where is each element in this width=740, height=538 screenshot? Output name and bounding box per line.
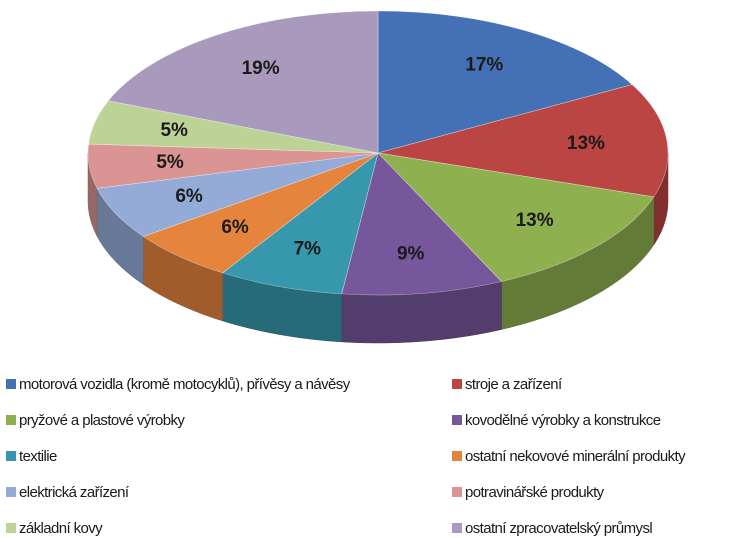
pie-plot-area: 17% 13% 13% 9% 7% 6% 6% 5% 5% 19%: [87, 10, 669, 344]
legend-label: textilie: [19, 447, 57, 465]
legend: motorová vozidla (kromě motocyklů), přív…: [0, 370, 740, 537]
legend-item-pryzove-a-plastove-vyrobky: pryžové a plastové výrobky: [6, 410, 185, 430]
legend-label: základní kovy: [19, 519, 103, 537]
legend-label: elektrická zařízení: [19, 483, 129, 501]
legend-label: ostatní nekovové minerální produkty: [465, 447, 686, 465]
legend-item-textilie: textilie: [6, 446, 57, 466]
pie-slice-motorova-vozidla-krome-motocyklu-privesy-a-navesy: [377, 10, 633, 154]
legend-swatch: [6, 379, 16, 389]
data-label-potravinarske-produkty: 5%: [156, 152, 184, 173]
legend-swatch: [452, 415, 462, 425]
pie-slice-kovodelne-vyrobky-a-konstrukce: [341, 152, 503, 296]
pie-slice-pryzove-a-plastove-vyrobky: [377, 152, 655, 282]
legend-swatch: [452, 451, 462, 461]
data-label-motorova-vozidla-krome-motocyklu-privesy-a-navesy: 17%: [465, 55, 503, 76]
legend-item-motorova-vozidla-krome-motocyklu-privesy-a-navesy: motorová vozidla (kromě motocyklů), přív…: [6, 374, 350, 394]
legend-label: motorová vozidla (kromě motocyklů), přív…: [19, 375, 350, 393]
legend-swatch: [6, 487, 16, 497]
legend-item-elektricka-zarizeni: elektrická zařízení: [6, 482, 129, 502]
legend-item-ostatni-nekovove-mineralni-produkty: ostatní nekovové minerální produkty: [452, 446, 686, 466]
legend-item-ostatni-zpracovatelsky-prumysl: ostatní zpracovatelský průmysl: [452, 518, 653, 538]
legend-label: pryžové a plastové výrobky: [19, 411, 185, 429]
legend-item-potravinarske-produkty: potravinářské produkty: [452, 482, 604, 502]
legend-label: potravinářské produkty: [465, 483, 604, 501]
legend-label: ostatní zpracovatelský průmysl: [465, 519, 653, 537]
data-label-zakladni-kovy: 5%: [160, 120, 188, 141]
data-label-stroje-a-zarizeni: 13%: [567, 133, 605, 154]
pie-slice-stroje-a-zarizeni: [377, 84, 669, 198]
legend-item-zakladni-kovy: základní kovy: [6, 518, 103, 538]
pie-data-labels: 17% 13% 13% 9% 7% 6% 6% 5% 5% 19%: [156, 55, 605, 265]
pie-side-faces: [87, 152, 669, 344]
legend-label: kovodělné výrobky a konstrukce: [465, 411, 661, 429]
data-label-ostatni-nekovove-mineralni-produkty: 6%: [221, 217, 249, 238]
legend-item-stroje-a-zarizeni: stroje a zařízení: [452, 374, 562, 394]
data-label-kovodelne-vyrobky-a-konstrukce: 9%: [397, 244, 425, 265]
data-label-elektricka-zarizeni: 6%: [175, 186, 203, 207]
data-label-ostatni-zpracovatelsky-prumysl: 19%: [242, 58, 280, 79]
legend-swatch: [6, 415, 16, 425]
legend-label: stroje a zařízení: [465, 375, 562, 393]
pie-slice-ostatni-zpracovatelsky-prumysl: [107, 10, 379, 154]
legend-item-kovodelne-vyrobky-a-konstrukce: kovodělné výrobky a konstrukce: [452, 410, 661, 430]
legend-swatch: [6, 451, 16, 461]
legend-swatch: [452, 523, 462, 533]
legend-swatch: [6, 523, 16, 533]
data-label-pryzove-a-plastove-vyrobky: 13%: [516, 210, 554, 231]
pie-slice-textilie: [221, 152, 379, 295]
legend-swatch: [452, 487, 462, 497]
legend-swatch: [452, 379, 462, 389]
pie-top-faces: [87, 10, 669, 296]
data-label-textilie: 7%: [294, 239, 322, 260]
